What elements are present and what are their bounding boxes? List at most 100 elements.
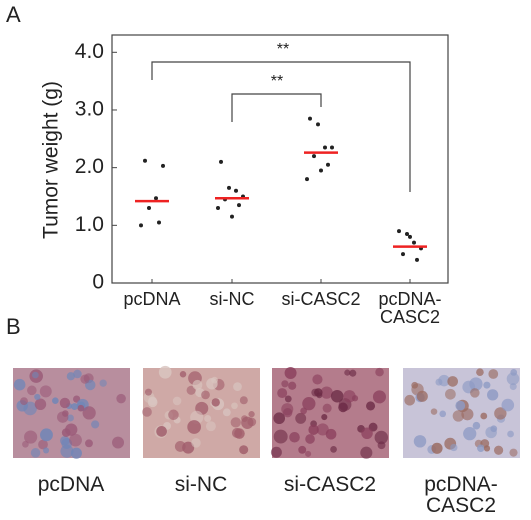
- cell: [239, 445, 249, 455]
- cell: [284, 367, 297, 380]
- cell: [343, 390, 356, 403]
- cell: [320, 386, 333, 399]
- cell: [69, 433, 82, 447]
- cell: [144, 388, 152, 396]
- cell: [404, 394, 416, 406]
- cell: [270, 446, 282, 458]
- cell: [360, 446, 373, 459]
- cell: [322, 403, 332, 413]
- cell: [330, 389, 344, 403]
- cell: [480, 412, 488, 420]
- cell: [302, 397, 316, 411]
- cell: [349, 369, 357, 377]
- cell: [439, 410, 447, 418]
- cell: [20, 397, 28, 406]
- data-point: [147, 206, 151, 211]
- cell: [39, 385, 52, 398]
- cell: [375, 367, 384, 377]
- y-axis-label: Tumor weight (g): [40, 81, 63, 239]
- cell: [192, 379, 203, 390]
- cell: [186, 385, 196, 395]
- cell: [82, 406, 96, 420]
- cell: [239, 396, 248, 405]
- cell: [247, 417, 257, 427]
- cell: [289, 431, 300, 443]
- cell: [22, 440, 29, 448]
- cell: [507, 430, 514, 438]
- cell: [374, 430, 389, 445]
- cell: [66, 414, 74, 422]
- cell: [416, 390, 428, 402]
- cell: [300, 407, 308, 415]
- cell: [483, 381, 491, 389]
- data-point: [219, 159, 223, 164]
- category-label: pcDNA- CASC2: [424, 473, 498, 517]
- plot-frame: [111, 34, 449, 284]
- cell: [156, 426, 167, 437]
- cell: [211, 398, 220, 407]
- data-point: [143, 158, 147, 163]
- cell: [32, 371, 39, 379]
- cell: [71, 403, 79, 411]
- cell: [273, 412, 286, 425]
- cell: [248, 411, 255, 418]
- data-point: [316, 122, 320, 127]
- cell: [308, 424, 319, 435]
- cell: [77, 404, 85, 412]
- cell: [116, 393, 126, 404]
- cell: [205, 421, 216, 432]
- cell: [172, 396, 182, 406]
- cell: [168, 409, 179, 421]
- data-point: [401, 252, 405, 257]
- cell: [377, 441, 386, 450]
- cell: [27, 385, 37, 396]
- cell: [477, 444, 485, 452]
- cell: [80, 374, 90, 384]
- cell: [298, 445, 307, 454]
- cell: [325, 428, 337, 440]
- data-point: [305, 177, 309, 182]
- category-label: si-NC: [174, 473, 228, 496]
- data-point: [330, 145, 334, 150]
- panel-label: A: [6, 2, 21, 27]
- data-point: [161, 163, 165, 168]
- data-point: [412, 240, 416, 245]
- cell: [501, 398, 515, 412]
- cell: [311, 388, 320, 397]
- cell: [488, 369, 499, 379]
- data-point: [405, 231, 409, 236]
- data-point: [230, 214, 234, 219]
- cell: [281, 403, 294, 416]
- bracket: [151, 61, 411, 192]
- data-point: [319, 168, 323, 173]
- cell: [204, 415, 212, 423]
- cell: [305, 450, 312, 457]
- data-point: [323, 145, 327, 150]
- y-tick-label: 2.0: [75, 155, 104, 178]
- category-label: pcDNA: [123, 289, 181, 309]
- data-point: [157, 220, 161, 225]
- y-tick-label: 0: [92, 271, 104, 294]
- y-tick-label: 4.0: [75, 40, 104, 63]
- data-point: [408, 234, 412, 239]
- cell: [43, 447, 50, 454]
- cell: [201, 390, 210, 400]
- data-point: [216, 206, 220, 211]
- cell: [85, 439, 93, 448]
- cell: [413, 435, 427, 448]
- cell: [447, 376, 458, 387]
- cell: [179, 371, 187, 378]
- cell: [40, 428, 53, 442]
- cell: [344, 369, 351, 376]
- cell: [284, 395, 292, 403]
- category-label: pcDNA- CASC2: [378, 289, 442, 327]
- cell: [112, 436, 125, 449]
- cell: [34, 398, 47, 411]
- cell: [182, 441, 195, 454]
- cell: [463, 427, 477, 441]
- cell: [295, 412, 307, 424]
- y-tick-label: 3.0: [75, 98, 104, 121]
- cell: [59, 397, 71, 409]
- cell: [66, 372, 75, 381]
